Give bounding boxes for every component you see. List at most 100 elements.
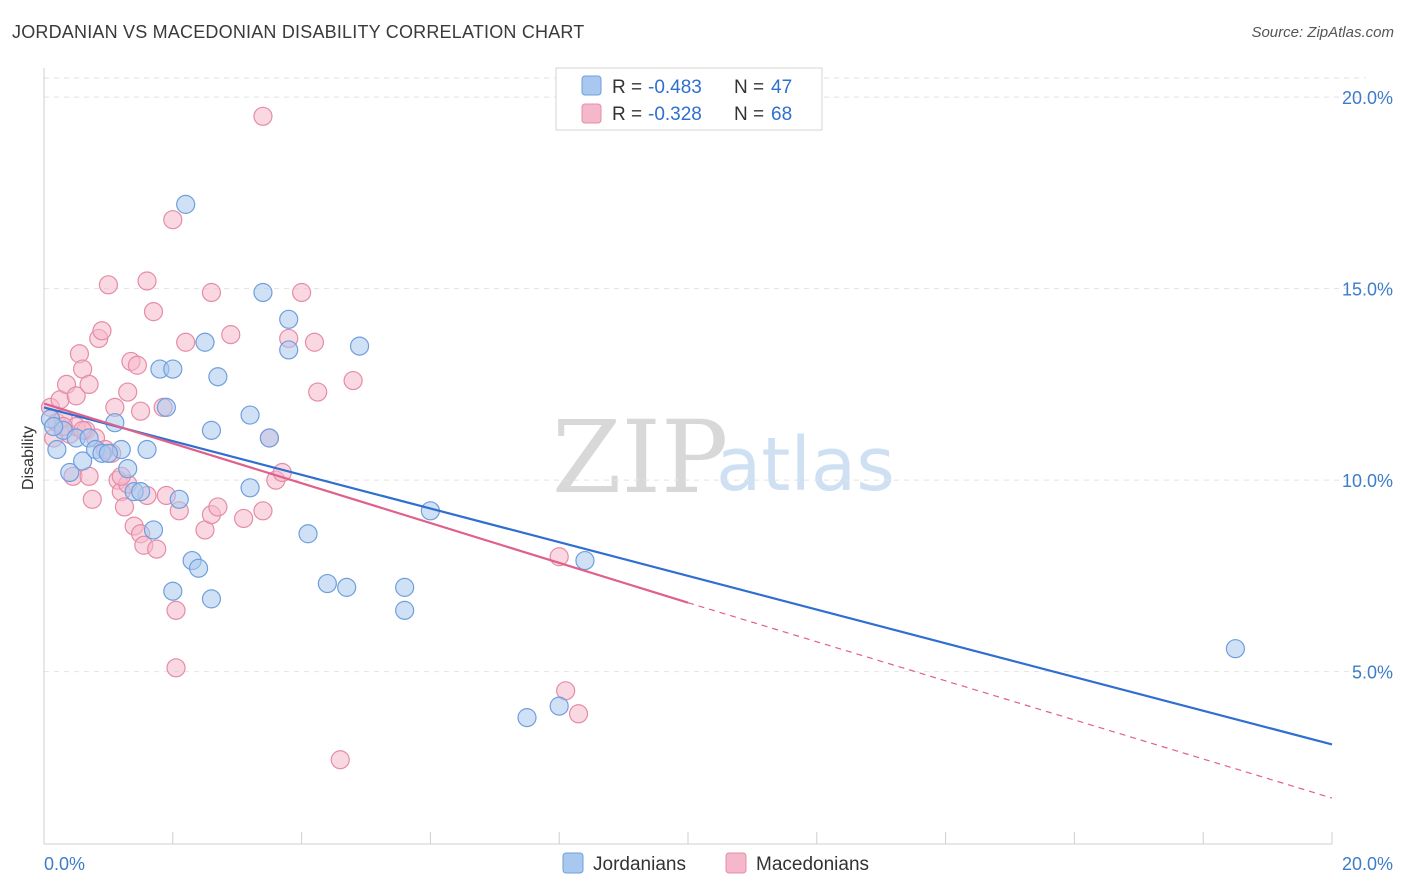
jordanians-point — [118, 459, 138, 479]
jordanians-point — [259, 428, 279, 448]
y-tick-label: 10.0% — [1342, 471, 1393, 491]
x-tick-label-min: 0.0% — [44, 854, 85, 874]
gridlines — [44, 77, 1366, 673]
series-jordanians-points — [40, 194, 1246, 728]
macedonians-point — [143, 302, 164, 322]
x-ticks — [43, 832, 1333, 844]
legend-r-label-2: R = — [612, 104, 642, 125]
macedonians-point — [221, 325, 241, 345]
macedonians-point — [118, 382, 138, 402]
jordanians-point — [549, 696, 569, 716]
stats-legend: R = -0.483 N = 47 R = -0.328 N = 68 — [555, 67, 823, 131]
jordanians-point — [44, 416, 64, 437]
jordanians-point — [240, 478, 260, 498]
jordanians-point — [201, 589, 222, 609]
legend-n-label-2: N = — [734, 104, 764, 125]
jordanians-point — [176, 194, 196, 214]
trend-lines — [43, 402, 1333, 799]
jordanians-point — [517, 708, 537, 728]
y-tick-labels: 5.0% 10.0% 15.0% 20.0% — [1342, 88, 1393, 683]
jordanians-point — [395, 577, 415, 597]
jordanians-point — [73, 451, 93, 471]
jordanians-point — [349, 336, 370, 356]
macedonians-point — [66, 386, 86, 406]
jordanians-point — [131, 482, 151, 502]
watermark-zip: ZIP — [552, 399, 728, 516]
jordanians-point — [253, 282, 273, 303]
macedonians-point — [253, 501, 273, 521]
macedonians-point — [127, 355, 147, 375]
jordanians-point — [317, 573, 337, 594]
macedonians-point — [292, 282, 312, 303]
legend-r-value-2: -0.328 — [648, 104, 702, 125]
macedonians-point — [131, 401, 151, 421]
macedonians-point — [176, 332, 196, 352]
macedonians-point — [163, 210, 183, 230]
y-tick-label: 20.0% — [1342, 88, 1393, 108]
chart-title: JORDANIAN VS MACEDONIAN DISABILITY CORRE… — [12, 22, 585, 42]
macedonians-point — [98, 275, 119, 295]
y-tick-label: 15.0% — [1342, 280, 1393, 300]
y-axis-label: Disability — [20, 426, 37, 490]
macedonians-point — [308, 382, 328, 402]
jordanians-point — [169, 489, 189, 509]
jordanians-point — [240, 405, 260, 425]
macedonians-point — [343, 370, 363, 391]
jordanians-point — [195, 332, 215, 352]
jordanians-point — [60, 462, 80, 483]
jordanians-point — [143, 520, 164, 540]
jordanians-point — [395, 600, 415, 620]
jordanians-point — [279, 309, 299, 329]
jordanians-point — [163, 581, 183, 601]
jordanians-point — [98, 443, 119, 463]
macedonians-point — [253, 106, 273, 126]
trend-line-macedonians — [43, 402, 689, 604]
macedonians-point — [166, 658, 186, 678]
macedonians-point — [147, 539, 167, 559]
macedonians-point — [82, 489, 102, 509]
macedonians-point — [208, 497, 228, 517]
source-label: Source: ZipAtlas.com — [1251, 24, 1394, 41]
macedonians-point — [201, 282, 222, 303]
legend-swatch-macedonians — [581, 103, 602, 124]
bottom-legend-label-macedonians: Macedonians — [756, 854, 869, 875]
macedonians-point — [234, 508, 254, 529]
trend-line-jordanians — [43, 406, 1333, 746]
jordanians-point — [279, 340, 299, 360]
trend-line-macedonians-extension — [687, 602, 1333, 799]
macedonians-point — [137, 271, 157, 291]
jordanians-point — [1225, 639, 1246, 659]
legend-swatch-jordanians — [581, 75, 602, 96]
jordanians-point — [298, 524, 318, 544]
macedonians-point — [79, 374, 99, 394]
jordanians-point — [137, 439, 157, 460]
legend-n-label-1: N = — [734, 77, 764, 98]
x-tick-label-max: 20.0% — [1342, 854, 1393, 874]
series-legend: Jordanians Macedonians — [562, 852, 869, 875]
bottom-legend-swatch-macedonians — [725, 852, 747, 874]
macedonians-point — [330, 750, 350, 770]
jordanians-point — [188, 558, 209, 578]
bottom-legend-swatch-jordanians — [562, 852, 584, 874]
macedonians-point — [304, 332, 325, 352]
macedonians-point — [568, 704, 589, 724]
legend-n-value-2: 68 — [771, 104, 792, 125]
legend-r-value-1: -0.483 — [648, 77, 702, 98]
y-tick-label: 5.0% — [1352, 663, 1393, 683]
legend-r-label-1: R = — [612, 77, 642, 98]
jordanians-point — [337, 577, 357, 597]
jordanians-point — [163, 359, 183, 379]
jordanians-point — [156, 397, 176, 417]
jordanians-point — [201, 420, 222, 440]
bottom-legend-label-jordanians: Jordanians — [593, 854, 686, 875]
macedonians-point — [166, 600, 186, 620]
jordanians-point — [208, 367, 228, 387]
macedonians-point — [114, 497, 135, 517]
watermark-atlas: atlas — [716, 422, 895, 508]
jordanians-point — [47, 439, 67, 460]
macedonians-point — [92, 321, 112, 341]
legend-n-value-1: 47 — [771, 77, 792, 98]
series-macedonians-points — [40, 106, 589, 770]
jordanians-point — [575, 550, 595, 571]
